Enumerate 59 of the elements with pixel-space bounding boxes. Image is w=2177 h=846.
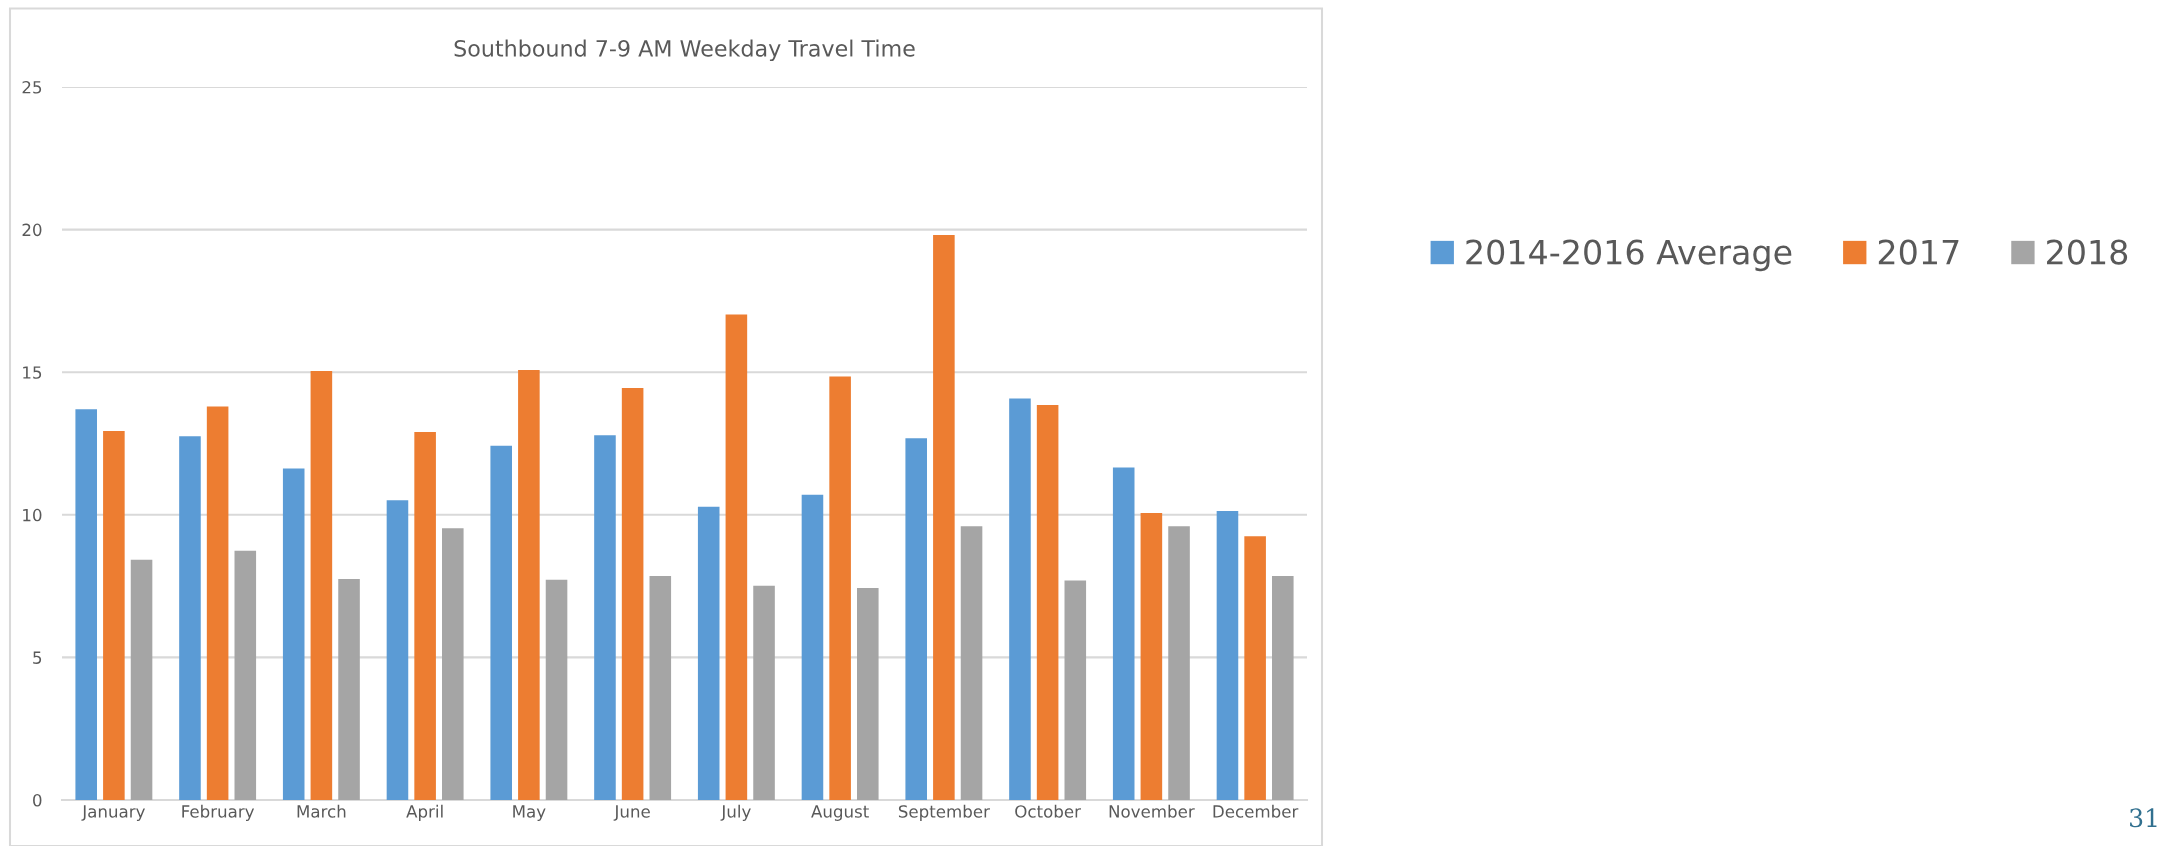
bar [103, 430, 125, 800]
bar [594, 435, 616, 800]
bar [1272, 576, 1294, 800]
bar [1064, 580, 1087, 800]
bar [1036, 405, 1059, 800]
bar [1112, 467, 1135, 800]
bar [414, 432, 436, 800]
x-tick-label: June [613, 805, 650, 821]
x-tick-label: April [406, 804, 443, 821]
y-tick-label: 25 [22, 80, 42, 94]
x-tick-label: December [1213, 804, 1299, 818]
x-tick-label: March [297, 804, 346, 818]
bar [75, 409, 97, 800]
x-tick-label: May [513, 805, 546, 821]
y-tick-label: 10 [23, 508, 42, 522]
bar [130, 559, 153, 800]
bar [649, 576, 672, 800]
bar [933, 235, 955, 800]
bar [386, 500, 409, 800]
bar [621, 387, 644, 800]
bar [905, 438, 927, 800]
x-tick-label: January [81, 805, 145, 821]
text: 31 [2130, 808, 2157, 828]
bar [545, 579, 568, 800]
bar [490, 445, 512, 800]
y-tick-label: 15 [23, 366, 42, 379]
bar [282, 468, 305, 800]
bar [206, 406, 229, 800]
x-tick-label: November [1109, 804, 1195, 818]
bar [960, 526, 983, 800]
y-tick-label: 0 [33, 793, 42, 807]
bar [697, 506, 720, 800]
y-tick-label: 20 [22, 223, 42, 237]
chart-title: Southbound 7-9 AM Weekday Travel Time [454, 39, 915, 62]
bar [518, 369, 540, 800]
bar [310, 371, 333, 800]
x-tick-label: February [182, 804, 255, 821]
bar [1168, 526, 1190, 800]
y-tick-label: 5 [33, 651, 42, 664]
legend-label: 2014-2016 Average [1466, 239, 1792, 272]
bar [829, 376, 851, 800]
x-tick-label: October [1015, 804, 1081, 818]
bar [1216, 511, 1239, 800]
bar [857, 588, 879, 800]
bar [801, 494, 824, 800]
bar [1140, 513, 1163, 800]
bar [725, 314, 748, 800]
x-tick-label: September [898, 804, 990, 821]
bar [753, 585, 775, 800]
bar [234, 550, 257, 800]
legend-label: 2017 [1878, 239, 1959, 265]
x-tick-label: August [811, 805, 869, 821]
x-tick-label: July [720, 804, 751, 821]
bar [1009, 398, 1031, 800]
bar [442, 528, 464, 800]
bar [338, 578, 360, 800]
legend-label: 2018 [2047, 239, 2128, 265]
bar [179, 436, 201, 800]
bar [1244, 536, 1266, 800]
